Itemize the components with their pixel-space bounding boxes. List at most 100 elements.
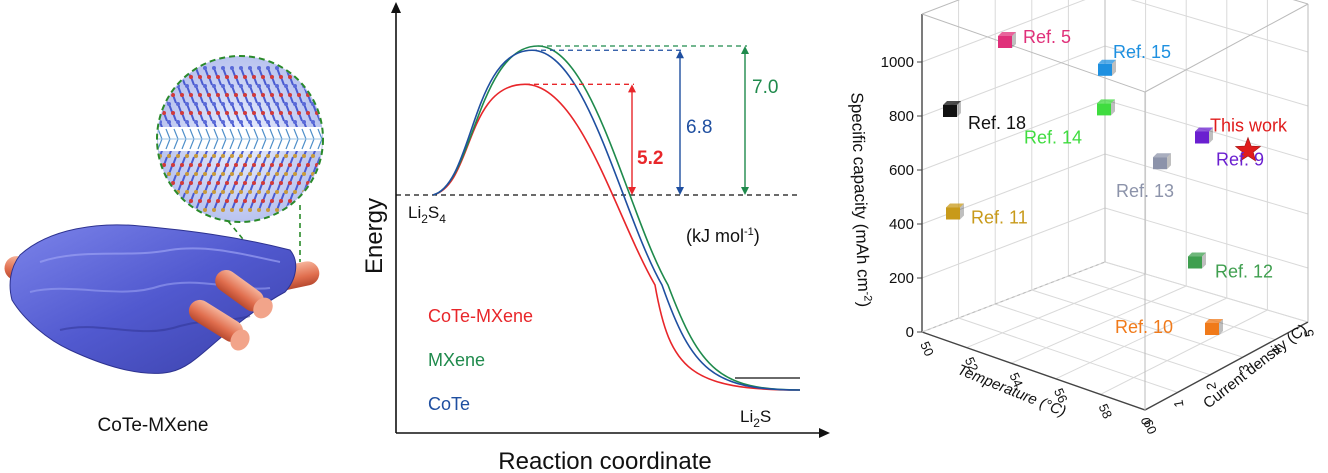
energy-curve-cote — [432, 49, 801, 391]
data-point-cube-side — [957, 101, 961, 117]
scatter-points: Ref. 5 Ref. 18 Ref. 15 This work Ref. 14 Ref.… — [943, 27, 1288, 337]
grid-line — [1100, 309, 1268, 395]
current-tick-label: 2 — [1203, 381, 1219, 391]
arrow-head-up — [741, 46, 749, 54]
point-label: Ref. 5 — [1023, 27, 1071, 47]
box-edge — [921, 13, 1146, 93]
energy-legend: CoTe-MXene MXene CoTe — [428, 306, 533, 414]
data-point-cube-side — [1202, 252, 1206, 269]
data-point-cube — [1205, 323, 1219, 335]
point-label: This work — [1210, 116, 1288, 136]
data-point-cube-side — [1112, 59, 1116, 76]
zoom-sphere — [156, 55, 324, 223]
grid-line — [1104, 153, 1309, 215]
grid-line — [921, 99, 1106, 171]
point-label: Ref. 12 — [1215, 262, 1273, 282]
temperature-tick-label: 56 — [1051, 386, 1071, 405]
data-point-cube — [1188, 256, 1202, 269]
data-point-cube-side — [1167, 153, 1171, 170]
z-tick-label: 1000 — [881, 54, 914, 71]
mxene-sheet — [9, 224, 297, 374]
grid-line — [1010, 285, 1187, 364]
grid-line — [921, 207, 1106, 279]
data-point-cube-top — [943, 101, 961, 105]
point-label: Ref. 18 — [968, 113, 1026, 133]
barrier-value-label: 5.2 — [637, 148, 663, 169]
box-edge — [921, 331, 1146, 411]
z-tick-label: 600 — [889, 162, 914, 179]
current-tick-label: 5 — [1301, 328, 1317, 338]
z-tick-label: 400 — [889, 216, 914, 233]
grid-line — [921, 0, 1086, 63]
arrow-head-down — [741, 187, 749, 195]
data-point-cube — [998, 36, 1012, 48]
product-label: Li2S — [740, 407, 771, 430]
grid-line — [1031, 289, 1243, 358]
data-point-cube-side — [1111, 99, 1115, 116]
current-tick-label: 4 — [1268, 346, 1284, 356]
data-point-cube-top — [1153, 153, 1171, 158]
grid-line — [1068, 275, 1276, 341]
reactant-label: Li2S4 — [408, 203, 446, 226]
temperature-tick-label: 58 — [1096, 402, 1116, 421]
point-label: Ref. 14 — [1024, 127, 1082, 147]
box-edge — [921, 261, 1106, 333]
data-point-cube — [943, 105, 957, 117]
grid-line — [995, 303, 1211, 376]
reaction-coordinate-label: Reaction coordinate — [498, 448, 711, 473]
cote-rods-front — [188, 270, 273, 351]
z-axis-label: Specific capacity (mAh cm-2) — [847, 92, 873, 307]
barrier-value-label: 7.0 — [752, 77, 778, 98]
point-label: Ref. 9 — [1216, 150, 1264, 170]
grid-line — [1104, 207, 1309, 269]
grid-line — [1130, 0, 1309, 53]
arrow-head-up — [628, 84, 636, 93]
grid-line — [966, 273, 1146, 349]
point-label: Ref. 10 — [1115, 317, 1173, 337]
box-edge — [1144, 321, 1309, 411]
data-point-cube-top — [1097, 99, 1115, 104]
data-point-cube-top — [946, 203, 964, 208]
current-tick-label: 0 — [1138, 416, 1154, 426]
grid-line — [1055, 297, 1228, 380]
data-point-cube — [1195, 131, 1209, 144]
z-tick-label: 800 — [889, 108, 914, 125]
arrow-head-up — [676, 50, 684, 59]
barrier-value-label: 6.8 — [686, 117, 712, 138]
z-tick-label: 0 — [906, 324, 914, 341]
point-label: Ref. 11 — [971, 208, 1028, 228]
data-point-cube — [1097, 103, 1111, 116]
data-point-cube — [1098, 63, 1112, 76]
data-point-cube-top — [1188, 252, 1206, 257]
data-point-cube-side — [960, 203, 964, 220]
legend-entry: CoTe — [428, 394, 470, 414]
temperature-tick-label: 54 — [1006, 370, 1026, 389]
energy-curve-mxene — [432, 45, 801, 391]
temperature-tick-label: 60 — [1140, 417, 1160, 436]
box-edge — [921, 0, 960, 15]
energy-axis-label: Energy — [361, 198, 388, 274]
grid-line — [1104, 45, 1309, 107]
point-label: Ref. 13 — [1116, 181, 1174, 201]
temperature-tick-label: 52 — [962, 355, 982, 374]
data-point-cube — [1153, 157, 1167, 170]
data-point-cube-side — [1012, 32, 1016, 48]
temperature-tick-label: 50 — [917, 339, 937, 358]
grid-line — [958, 317, 1178, 393]
current-tick-label: 3 — [1236, 364, 1252, 374]
grid-line — [1104, 261, 1309, 323]
box-edge — [1144, 3, 1309, 93]
unit-label: (kJ mol-1) — [686, 226, 760, 246]
left-panel-label: CoTe-MXene — [98, 415, 209, 436]
data-point-cube-side — [1219, 319, 1223, 335]
energy-profile-chart: Energy Reaction coordinate 5.2 7.0 6.8 Li2… — [361, 2, 830, 473]
data-point-cube-side — [1209, 127, 1213, 144]
x-axis-arrow — [819, 428, 830, 438]
data-point-cube-top — [1098, 59, 1116, 64]
legend-entry: MXene — [428, 350, 485, 370]
z-tick-label: 200 — [889, 270, 914, 287]
arrow-head-down — [676, 187, 684, 195]
